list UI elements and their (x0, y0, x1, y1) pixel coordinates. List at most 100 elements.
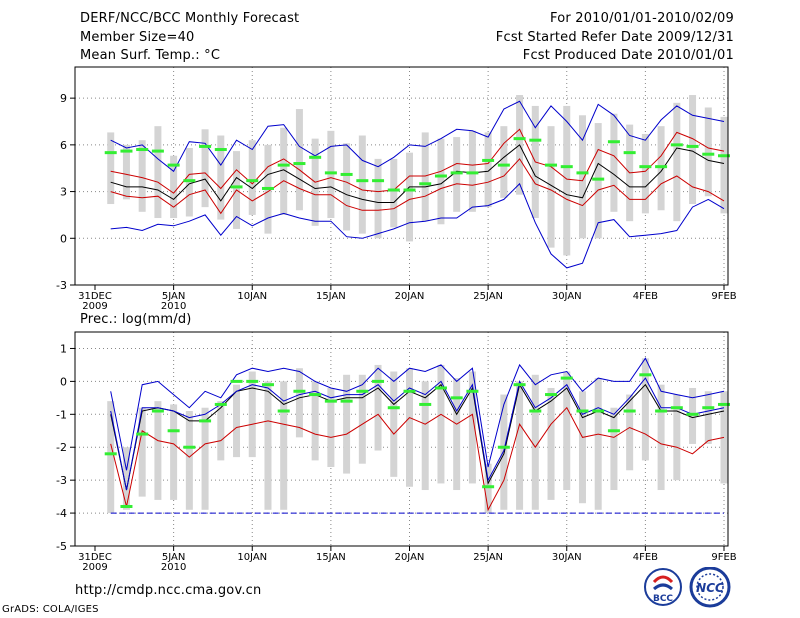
ensemble-range-box (217, 135, 225, 220)
x-tick-label: 10JAN (237, 291, 267, 302)
x-tick-label: 10JAN (237, 552, 267, 563)
forecast-range: For 2010/01/01-2010/02/09 (550, 11, 734, 26)
ensemble-range-box (484, 132, 492, 208)
ensemble-range-box (578, 115, 586, 239)
ensemble-mean-marker (670, 406, 683, 410)
ensemble-range-box (689, 95, 697, 205)
ensemble-range-box (484, 463, 492, 514)
ensemble-range-box (594, 123, 602, 239)
ensemble-mean-marker (576, 171, 589, 175)
ensemble-range-box (641, 358, 649, 461)
precip-panel-label: Prec.: log(mm/d) (80, 312, 192, 327)
ensemble-range-box (138, 407, 146, 497)
ensemble-range-box (437, 364, 445, 484)
ensemble-mean-marker (261, 383, 274, 387)
y-tick-label: 3 (60, 186, 67, 199)
ensemble-range-box (358, 374, 366, 464)
ensemble-range-box (201, 129, 209, 208)
ensemble-range-box (280, 381, 288, 510)
ensemble-range-box (673, 102, 681, 222)
ensemble-range-box (406, 152, 413, 242)
ensemble-mean-marker (230, 185, 243, 189)
ensemble-mean-marker (199, 419, 212, 423)
ensemble-mean-marker (702, 152, 715, 156)
ensemble-range-box (358, 135, 366, 234)
plot-frame (74, 66, 729, 286)
ensemble-mean-marker (104, 452, 117, 456)
member-size: Member Size=40 (80, 30, 195, 45)
ensemble-range-box (233, 384, 241, 458)
ensemble-range-box (374, 158, 382, 239)
ensemble-range-box (689, 387, 697, 444)
ensemble-mean-marker (151, 409, 164, 413)
x-tick-year-label: 2009 (82, 562, 107, 573)
ensemble-range-box (311, 381, 319, 461)
x-tick-label: 30JAN (552, 552, 582, 563)
ensemble-mean-marker (560, 165, 573, 169)
ensemble-range-box (468, 371, 476, 484)
ensemble-mean-marker (718, 402, 730, 406)
ensemble-mean-marker (576, 409, 589, 413)
ensemble-range-box (453, 378, 461, 491)
x-tick-label: 15JAN (316, 291, 346, 302)
series-q1-line (110, 406, 725, 512)
y-tick-label: 9 (60, 92, 67, 105)
ensemble-range-box (610, 407, 618, 491)
ncc-logo-text: NCC (696, 581, 724, 595)
ensemble-mean-marker (513, 137, 526, 141)
x-tick-label: 4FEB (633, 552, 658, 563)
ensemble-range-box (327, 387, 335, 467)
ensemble-mean-marker (246, 379, 259, 383)
x-tick-label: 20JAN (395, 291, 425, 302)
x-tick-label: 4FEB (633, 291, 658, 302)
ensemble-mean-marker (324, 399, 337, 403)
ensemble-mean-marker (686, 412, 699, 416)
ensemble-mean-marker (670, 143, 683, 147)
series-max-line (110, 357, 725, 471)
ensemble-mean-marker (466, 171, 479, 175)
ensemble-mean-marker (419, 182, 432, 186)
ensemble-range-box (421, 132, 429, 222)
ensemble-mean-marker (167, 163, 180, 167)
ensemble-mean-marker (277, 409, 290, 413)
ensemble-mean-marker (309, 155, 322, 159)
ensemble-mean-marker (529, 138, 542, 142)
x-tick-label: 31DEC (78, 552, 112, 563)
ensemble-mean-marker (136, 432, 149, 436)
ensemble-range-box (453, 137, 461, 212)
ensemble-range-box (122, 144, 130, 200)
ensemble-mean-marker (120, 504, 133, 508)
ensemble-mean-marker (183, 445, 196, 449)
ensemble-mean-marker (655, 409, 668, 413)
x-tick-label: 25JAN (473, 291, 503, 302)
ensemble-mean-marker (450, 396, 463, 400)
ensemble-range-box (217, 401, 225, 461)
variable-label: Mean Surf. Temp.: °C (80, 48, 221, 63)
ensemble-mean-marker (718, 154, 730, 158)
x-tick-year-label: 2010 (161, 562, 186, 573)
ensemble-range-box (154, 401, 162, 500)
ensemble-mean-marker (230, 379, 243, 383)
ensemble-range-box (327, 130, 335, 219)
footer-url[interactable]: http://cmdp.ncc.cma.gov.cn (75, 583, 262, 598)
ensemble-mean-marker (607, 429, 620, 433)
grads-credit: GrADS: COLA/IGES (2, 604, 99, 615)
y-tick-label: -1 (56, 408, 67, 421)
y-tick-label: -2 (56, 441, 67, 454)
ensemble-mean-marker (340, 172, 353, 176)
ensemble-mean-marker (199, 144, 212, 148)
ensemble-range-box (563, 105, 571, 256)
ensemble-mean-marker (466, 389, 479, 393)
ensemble-mean-marker (450, 171, 463, 175)
ensemble-mean-marker (214, 148, 227, 152)
ensemble-range-box (390, 371, 398, 477)
ensemble-mean-marker (277, 163, 290, 167)
ensemble-mean-marker (513, 383, 526, 387)
ensemble-mean-marker (497, 445, 510, 449)
y-tick-label: -5 (56, 540, 67, 553)
ensemble-mean-marker (607, 140, 620, 144)
ensemble-range-box (295, 109, 303, 211)
x-tick-year-label: 2010 (161, 301, 186, 312)
x-tick-label: 5JAN (162, 552, 185, 563)
